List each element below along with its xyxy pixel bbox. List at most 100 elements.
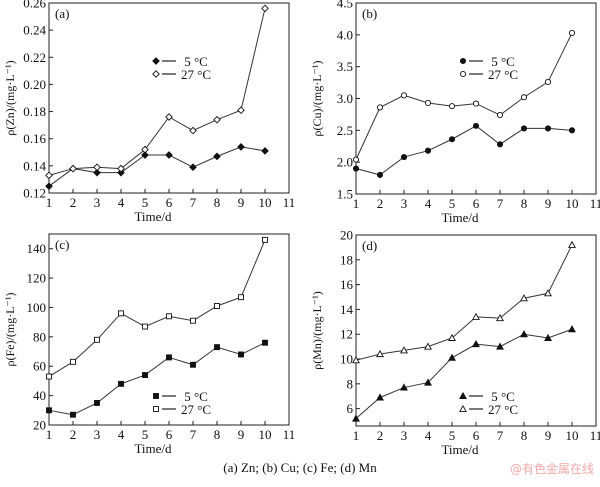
data-point — [496, 342, 504, 350]
data-point — [118, 380, 124, 387]
data-point — [496, 141, 504, 148]
y-tick-label: 3.0 — [337, 91, 353, 106]
data-point — [214, 344, 220, 351]
plot-frame — [355, 2, 597, 195]
y-tick-label: 20 — [33, 418, 46, 433]
y-tick-label: 12 — [340, 327, 353, 342]
legend-label: 27 °C — [488, 67, 518, 82]
series-27c — [45, 4, 269, 180]
x-tick-label: 6 — [166, 195, 173, 210]
x-axis-label: Time/d — [134, 209, 172, 224]
data-point — [376, 393, 384, 401]
y-tick-label: 120 — [27, 271, 47, 286]
legend-label: 5 °C — [491, 389, 515, 404]
data-point — [190, 317, 196, 324]
data-point — [190, 361, 196, 368]
data-point — [70, 358, 76, 365]
legend: 5 °C27 °C — [152, 54, 211, 82]
series-line — [48, 342, 266, 416]
y-axis-label: ρ(Cu)/(mg·L⁻¹) — [310, 61, 324, 137]
legend-marker — [153, 393, 159, 399]
data-point — [424, 378, 432, 386]
data-point — [94, 400, 100, 406]
x-tick-label: 2 — [70, 427, 77, 442]
data-point — [424, 147, 432, 154]
x-tick-label: 10 — [259, 195, 272, 210]
legend-marker — [152, 70, 160, 78]
data-point — [117, 168, 125, 177]
legend-marker — [152, 57, 160, 65]
watermark: @有色金属在线 — [509, 462, 594, 476]
x-tick-label: 6 — [473, 428, 480, 443]
x-tick-label: 2 — [377, 428, 384, 443]
x-tick-label: 9 — [238, 195, 245, 210]
x-tick-label: 4 — [118, 427, 125, 442]
data-point — [496, 313, 504, 322]
data-point — [352, 165, 360, 172]
y-axis-label: ρ(Mn)/(mg·L⁻¹) — [310, 291, 324, 370]
x-tick-label: 9 — [545, 428, 552, 443]
y-tick-label: 2.0 — [337, 155, 353, 170]
data-point — [141, 145, 149, 154]
x-tick-label: 7 — [190, 427, 197, 442]
data-point — [141, 151, 149, 159]
y-tick-label: 1.5 — [337, 187, 353, 202]
x-tick-label: 7 — [497, 196, 504, 211]
x-tick-label: 6 — [166, 427, 173, 442]
y-tick-label: 0.18 — [23, 104, 46, 119]
series-line — [48, 8, 266, 176]
data-point — [520, 125, 528, 132]
x-tick-label: 1 — [46, 427, 53, 442]
series-27c — [352, 29, 576, 163]
x-tick-label: 11 — [590, 196, 600, 211]
data-point — [46, 373, 52, 380]
data-point — [496, 112, 504, 119]
x-tick-label: 1 — [353, 196, 360, 211]
data-point — [424, 342, 432, 350]
data-point — [93, 168, 101, 177]
data-point — [520, 330, 528, 338]
data-point — [376, 171, 384, 178]
data-point — [400, 92, 408, 99]
data-point — [166, 354, 172, 361]
legend: 5 °C27 °C — [153, 389, 211, 417]
data-point — [376, 104, 384, 111]
series-line — [355, 328, 573, 419]
x-tick-label: 3 — [94, 195, 101, 210]
x-tick-label: 11 — [283, 427, 296, 442]
y-tick-label: 0.14 — [23, 158, 46, 173]
y-tick-label: 40 — [33, 388, 46, 403]
x-tick-label: 8 — [521, 196, 528, 211]
panel-cu: 1 2 3 4 5 6 7 8 9 10 11 1.5 2.0 2.5 3.0 3.5 4.0 4.5 Time/d… — [310, 0, 600, 225]
data-point — [166, 313, 172, 320]
y-tick-label: 0.26 — [23, 0, 46, 11]
legend-label: 5 °C — [491, 54, 515, 69]
x-tick-label: 4 — [425, 428, 432, 443]
y-tick-label: 20 — [340, 228, 353, 243]
y-tick-label: 3.5 — [337, 59, 353, 74]
data-point — [352, 156, 360, 163]
series-5c — [45, 143, 269, 191]
series-5c — [46, 339, 268, 418]
series-line — [355, 125, 573, 176]
x-tick-label: 10 — [566, 428, 579, 443]
x-tick-label: 3 — [401, 428, 408, 443]
y-tick-label: 14 — [340, 302, 354, 317]
y-tick-label: 8 — [347, 376, 354, 391]
data-point — [261, 147, 269, 155]
data-point — [544, 333, 552, 341]
x-tick-label: 11 — [283, 195, 296, 210]
x-tick-label: 1 — [46, 195, 53, 210]
panel-label: (a) — [55, 6, 69, 21]
data-point — [472, 312, 480, 320]
data-point — [472, 122, 480, 129]
y-tick-label: 80 — [33, 329, 46, 344]
data-point — [376, 349, 384, 358]
x-tick-label: 3 — [401, 196, 408, 211]
data-point — [568, 29, 576, 36]
series-27c — [352, 240, 576, 364]
data-point — [142, 323, 148, 330]
data-point — [472, 340, 480, 348]
data-point — [568, 240, 576, 248]
series-5c — [352, 122, 576, 178]
